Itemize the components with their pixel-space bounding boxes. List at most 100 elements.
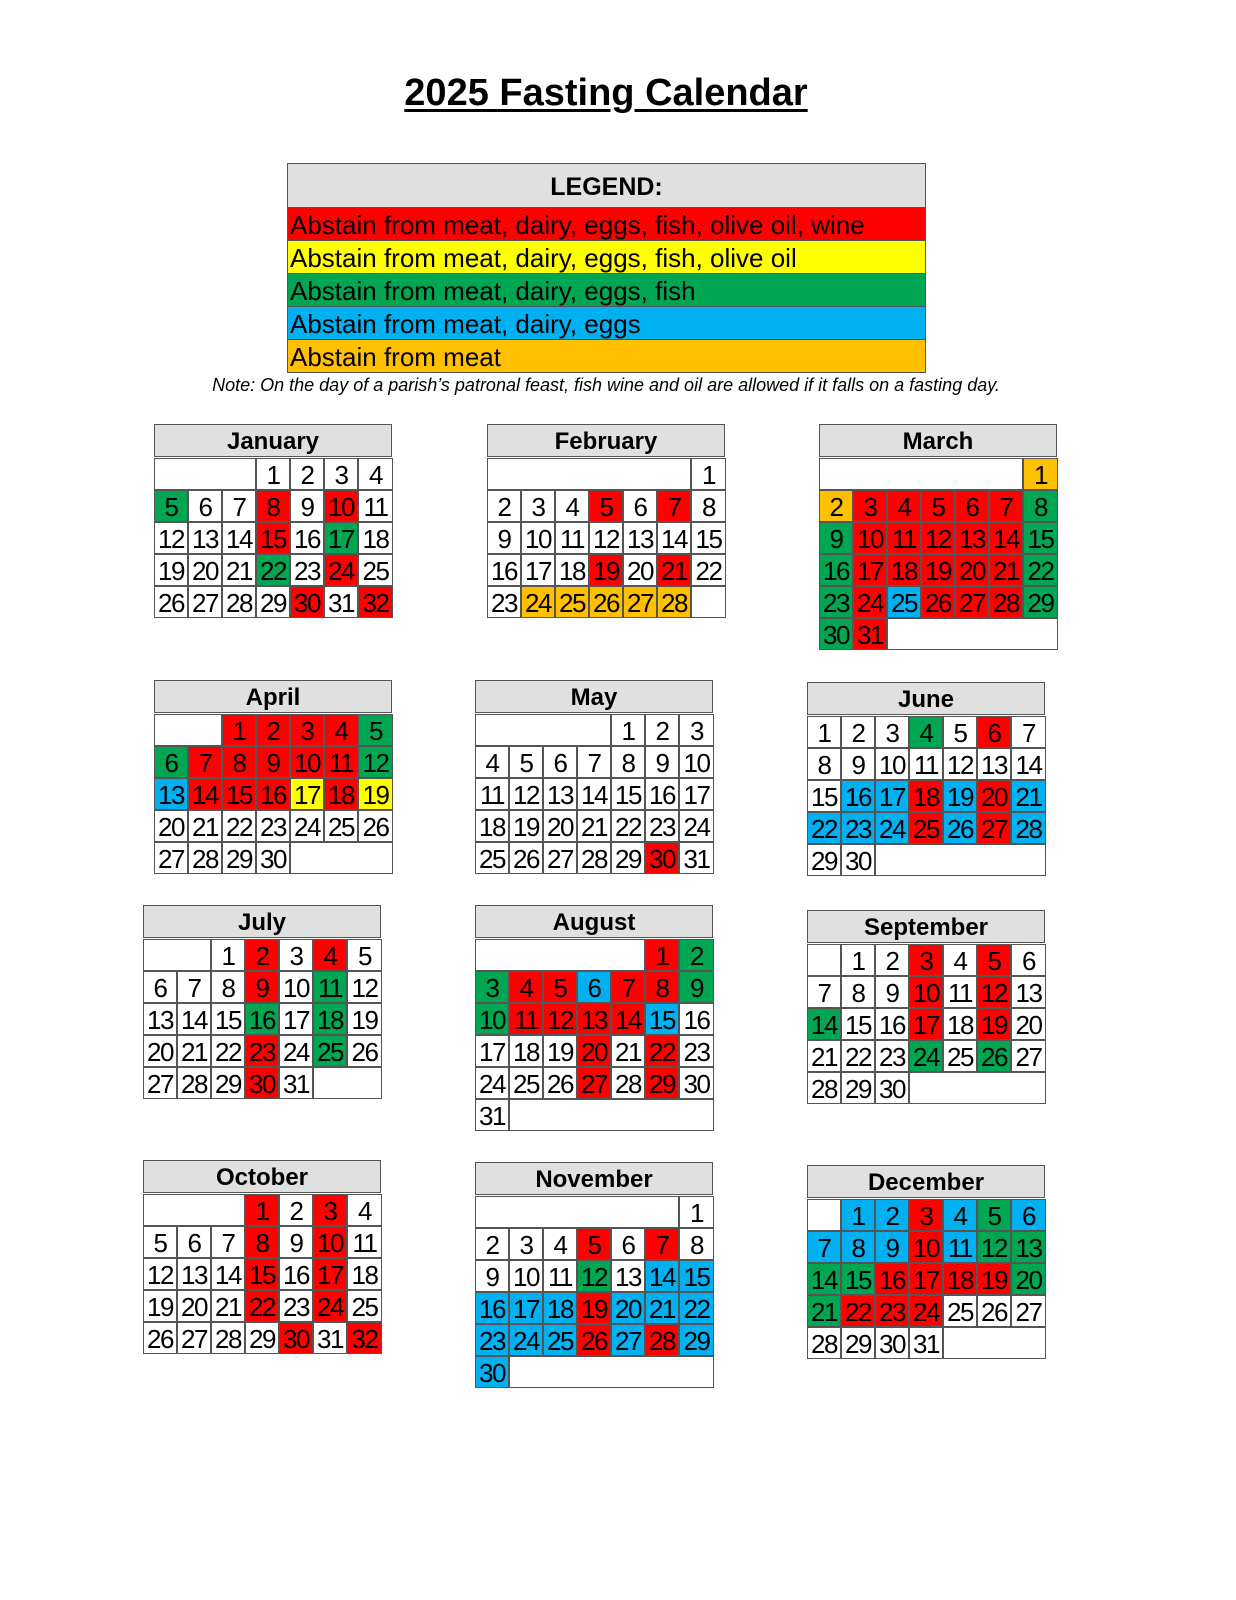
- day-cell: 5: [509, 746, 543, 778]
- day-cell: 20: [577, 1035, 611, 1067]
- day-cell: 13: [154, 778, 188, 810]
- month-title: October: [143, 1160, 381, 1193]
- day-cell: 20: [143, 1035, 177, 1067]
- day-cell: 24: [279, 1035, 313, 1067]
- day-cell: 15: [807, 780, 841, 812]
- day-cell: 19: [589, 554, 623, 586]
- month-title: April: [154, 680, 392, 713]
- day-cell: 1: [222, 714, 256, 746]
- day-cell: 1: [211, 939, 245, 971]
- blank-cell: [887, 618, 1058, 650]
- blank-cell: [475, 714, 611, 746]
- day-cell: 5: [543, 971, 577, 1003]
- day-cell: 18: [943, 1008, 977, 1040]
- day-cell: 31: [853, 618, 887, 650]
- day-cell: 1: [691, 458, 726, 490]
- blank-cell: [313, 1067, 382, 1099]
- day-cell: 3: [853, 490, 887, 522]
- day-cell: 25: [943, 1040, 977, 1072]
- day-cell: 7: [222, 490, 256, 522]
- day-cell: 16: [256, 778, 290, 810]
- day-cell: 23: [290, 554, 324, 586]
- day-cell: 20: [188, 554, 222, 586]
- day-cell: 9: [475, 1260, 509, 1292]
- day-cell: 21: [611, 1035, 645, 1067]
- day-cell: 22: [841, 1040, 875, 1072]
- day-cell: 20: [955, 554, 989, 586]
- day-cell: 25: [555, 586, 589, 618]
- day-cell: 15: [841, 1008, 875, 1040]
- day-cell: 28: [807, 1327, 841, 1359]
- day-cell: 22: [1023, 554, 1058, 586]
- day-cell: 25: [475, 842, 509, 874]
- day-cell: 15: [679, 1260, 714, 1292]
- legend-item-green: Abstain from meat, dairy, eggs, fish: [288, 274, 925, 307]
- day-cell: 7: [577, 746, 611, 778]
- day-cell: 8: [841, 1231, 875, 1263]
- day-cell: 16: [875, 1008, 909, 1040]
- blank-cell: [475, 939, 645, 971]
- day-cell: 13: [611, 1260, 645, 1292]
- day-cell: 10: [290, 746, 324, 778]
- day-cell: 15: [222, 778, 256, 810]
- day-cell: 27: [955, 586, 989, 618]
- day-cell: 6: [543, 746, 577, 778]
- day-cell: 26: [358, 810, 393, 842]
- day-cell: 23: [279, 1290, 313, 1322]
- day-cell: 1: [1023, 458, 1058, 490]
- day-cell: 19: [921, 554, 955, 586]
- day-cell: 6: [177, 1226, 211, 1258]
- day-cell: 8: [691, 490, 726, 522]
- day-cell: 4: [313, 939, 347, 971]
- day-cell: 8: [841, 976, 875, 1008]
- day-cell: 6: [611, 1228, 645, 1260]
- day-cell: 4: [543, 1228, 577, 1260]
- day-cell: 2: [475, 1228, 509, 1260]
- day-cell: 23: [841, 812, 875, 844]
- day-cell: 6: [143, 971, 177, 1003]
- day-cell: 13: [623, 522, 657, 554]
- day-cell: 24: [290, 810, 324, 842]
- day-cell: 10: [475, 1003, 509, 1035]
- day-cell: 13: [1011, 976, 1046, 1008]
- day-cell: 17: [909, 1008, 943, 1040]
- day-cell: 13: [955, 522, 989, 554]
- day-cell: 19: [543, 1035, 577, 1067]
- blank-cell: [875, 844, 1046, 876]
- day-cell: 11: [347, 1226, 382, 1258]
- day-cell: 14: [1011, 748, 1046, 780]
- day-cell: 7: [211, 1226, 245, 1258]
- day-cell: 26: [589, 586, 623, 618]
- day-cell: 17: [679, 778, 714, 810]
- day-cell: 29: [807, 844, 841, 876]
- day-cell: 19: [943, 780, 977, 812]
- day-cell: 10: [679, 746, 714, 778]
- day-cell: 27: [1011, 1295, 1046, 1327]
- day-cell: 9: [279, 1226, 313, 1258]
- day-cell: 25: [943, 1295, 977, 1327]
- day-cell: 1: [611, 714, 645, 746]
- day-cell: 7: [807, 976, 841, 1008]
- note: Note: On the day of a parish’s patronal …: [212, 375, 1000, 395]
- day-cell: 2: [279, 1194, 313, 1226]
- day-cell: 30: [290, 586, 324, 618]
- day-cell: 14: [188, 778, 222, 810]
- day-cell: 28: [807, 1072, 841, 1104]
- day-cell: 18: [555, 554, 589, 586]
- month-title: November: [475, 1162, 713, 1195]
- day-cell: 5: [143, 1226, 177, 1258]
- day-cell: 10: [521, 522, 555, 554]
- day-cell: 8: [211, 971, 245, 1003]
- day-cell: 25: [909, 812, 943, 844]
- day-cell: 22: [645, 1035, 679, 1067]
- day-cell: 6: [1011, 1199, 1046, 1231]
- day-cell: 29: [211, 1067, 245, 1099]
- day-cell: 26: [347, 1035, 382, 1067]
- day-cell: 30: [819, 618, 853, 650]
- day-cell: 20: [1011, 1263, 1046, 1295]
- day-cell: 21: [188, 810, 222, 842]
- day-cell: 28: [1011, 812, 1046, 844]
- day-cell: 28: [645, 1324, 679, 1356]
- day-cell: 6: [977, 716, 1011, 748]
- day-cell: 29: [841, 1327, 875, 1359]
